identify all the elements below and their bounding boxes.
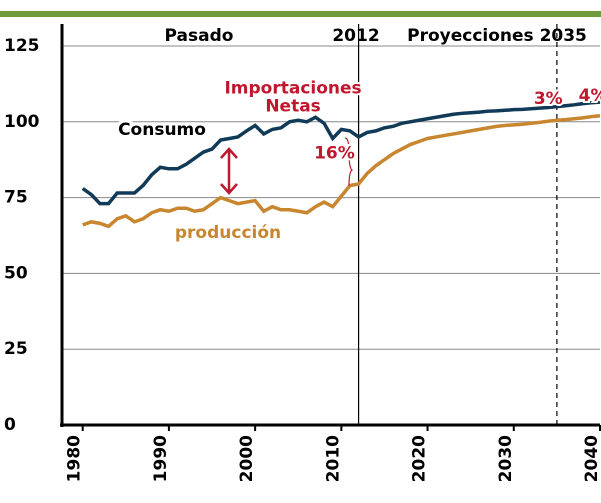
annotation: Importaciones [224,78,361,98]
bracket [344,137,354,187]
x-tick-label: 1990 [151,435,171,482]
y-tick-label: 25 [4,339,28,359]
y-tick-label: 75 [4,188,28,208]
x-tick-label: 2030 [496,435,516,482]
y-tick-label: 125 [4,36,40,56]
series-label: producción [175,223,281,243]
period-label: 2012 [332,26,379,46]
x-tick-label: 2000 [237,435,257,482]
annotation: 16% [314,144,355,164]
y-tick-label: 0 [4,415,16,435]
annotation: Netas [265,97,320,117]
y-tick-label: 50 [4,263,28,283]
x-tick-label: 2010 [323,435,343,482]
series-label: Consumo [118,120,206,140]
x-tick-label: 2040 [582,435,601,482]
x-tick-label: 2020 [410,435,430,482]
x-tick-label: 1980 [65,435,85,482]
annotation: 3% [534,89,563,109]
y-tick-label: 100 [4,112,40,132]
top-bar [0,11,601,17]
period-label: Pasado [165,26,234,46]
arrow [220,147,238,195]
annotation: 4% [579,86,601,106]
period-label: Proyecciones 2035 [407,26,587,46]
series-line [81,100,601,206]
series-line [82,113,601,229]
